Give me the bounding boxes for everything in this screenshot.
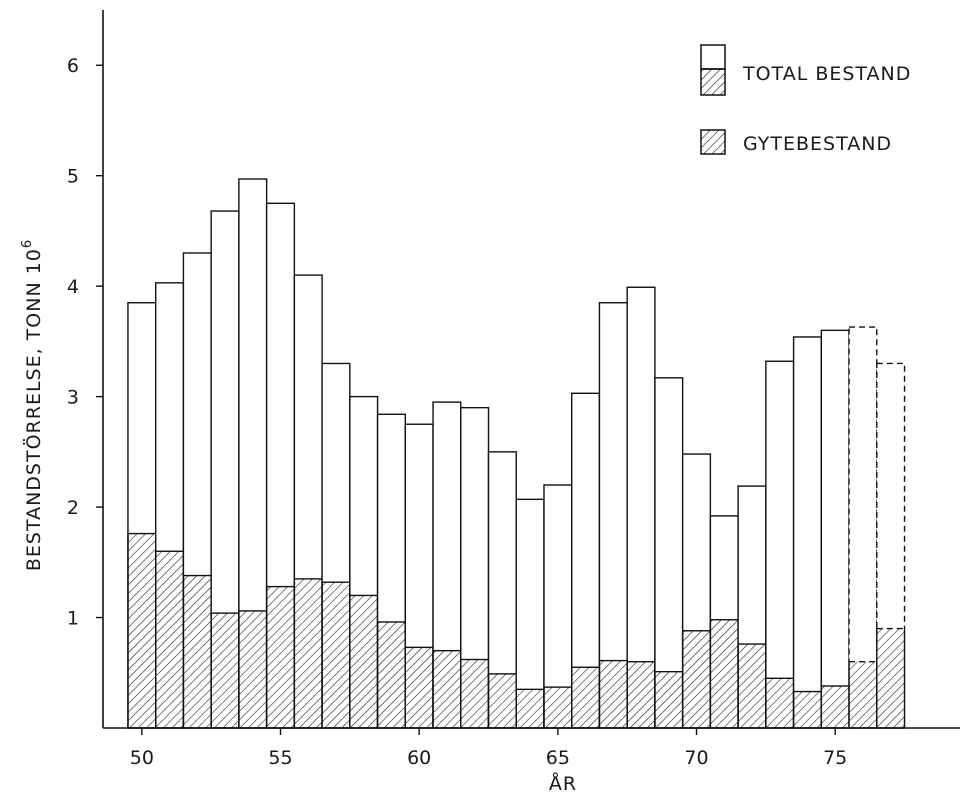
- bar-spawning-1975: [820, 685, 850, 729]
- x-tick-label-50: 50: [130, 747, 154, 769]
- bar-spawning-1977: [876, 627, 906, 729]
- bar-spawning-1976: [848, 661, 878, 729]
- legend-swatch-total-top: [700, 44, 726, 70]
- bar-total-1975: [820, 329, 850, 729]
- y-tick-label-1: 1: [67, 608, 79, 630]
- legend-label-total: TOTAL BESTAND: [742, 63, 911, 85]
- bar-spawning-1969: [654, 670, 684, 729]
- y-tick-label-4: 4: [67, 276, 79, 298]
- y-tick-label-6: 6: [67, 55, 79, 77]
- bar-spawning-1971: [709, 619, 739, 729]
- axes-group: [102, 10, 960, 729]
- bar-spawning-1966: [571, 666, 601, 729]
- bar-spawning-1962: [460, 658, 490, 729]
- bar-spawning-1964: [515, 688, 545, 729]
- y-axis-title-superscript: 6: [20, 239, 35, 248]
- bar-spawning-1958: [349, 594, 379, 729]
- x-tick-label-55: 55: [268, 747, 292, 769]
- bar-spawning-1954: [238, 610, 268, 729]
- bar-total-1974: [792, 336, 823, 729]
- bar-spawning-1953: [210, 612, 240, 729]
- bar-spawning-1957: [321, 581, 351, 729]
- y-tick-label-5: 5: [67, 166, 79, 188]
- bar-spawning-1970: [681, 630, 712, 729]
- x-axis-title: ÅR: [549, 772, 577, 795]
- legend-swatch-total-bottom: [700, 68, 726, 96]
- ticks-group: 1 2 3 4 5 6 50 55 60 65 70 75: [67, 55, 847, 769]
- bar-total-1973: [765, 360, 795, 729]
- legend: TOTAL BESTAND GYTEBESTAND: [700, 44, 911, 155]
- bar-total-1968: [626, 286, 656, 729]
- bar-spawning-1959: [376, 621, 407, 729]
- x-tick-label-60: 60: [407, 747, 431, 769]
- bar-spawning-1951: [154, 550, 185, 729]
- bar-spawning-1968: [626, 661, 656, 729]
- y-axis-title-text: BESTANDSTÖRRELSE, TONN 10: [22, 248, 45, 571]
- bar-spawning-1963: [487, 673, 517, 729]
- bar-total-1967: [598, 302, 628, 729]
- bar-spawning-1967: [598, 659, 628, 729]
- svg-text:BESTANDSTÖRRELSE, TONN 106: BESTANDSTÖRRELSE, TONN 106: [20, 239, 45, 571]
- bar-spawning-1973: [765, 677, 795, 729]
- bar-spawning-1961: [432, 649, 462, 729]
- bar-spawning-1974: [792, 690, 823, 729]
- bar-spawning-1972: [737, 643, 767, 729]
- bar-spawning-1965: [543, 686, 573, 729]
- y-axis-title: BESTANDSTÖRRELSE, TONN 106: [20, 239, 45, 571]
- x-tick-label-65: 65: [546, 747, 570, 769]
- bar-spawning-1956: [293, 578, 323, 729]
- y-tick-label-2: 2: [67, 497, 79, 519]
- x-tick-label-75: 75: [823, 747, 847, 769]
- legend-label-spawning: GYTEBESTAND: [743, 133, 892, 155]
- y-tick-label-3: 3: [67, 387, 79, 409]
- bar-spawning-1952: [182, 574, 212, 729]
- bar-spawning-1960: [404, 646, 434, 729]
- bar-spawning-1950: [127, 532, 157, 729]
- bar-spawning-1955: [265, 585, 296, 729]
- bars-group: [127, 178, 906, 729]
- bar-total-1969: [654, 377, 684, 729]
- legend-swatch-spawning: [700, 129, 726, 155]
- x-tick-label-70: 70: [684, 747, 708, 769]
